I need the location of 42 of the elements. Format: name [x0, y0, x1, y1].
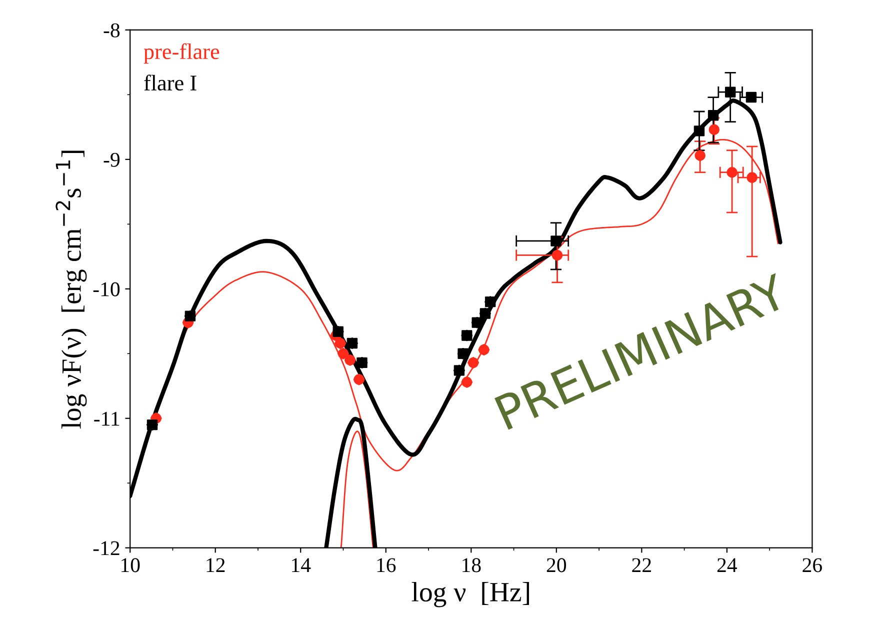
x-tick-label: 14 [292, 558, 311, 572]
y-tick-label: -12 [93, 541, 120, 556]
point [458, 348, 468, 359]
point [694, 126, 705, 136]
point [346, 338, 358, 349]
y-axis-title: log νF(ν) [erg cm$^{−2}$s$^{−1}$] [56, 150, 87, 429]
y-tick-label: -8 [104, 23, 120, 38]
y-tick-label: -11 [94, 412, 120, 426]
x-tick-label: 24 [717, 558, 738, 572]
x-tick-label: 10 [122, 558, 140, 572]
point [146, 419, 158, 430]
x-tick-label: 26 [802, 558, 822, 572]
point [708, 124, 720, 135]
text: flare I [144, 74, 196, 91]
point [746, 92, 757, 103]
point [454, 365, 465, 376]
point [332, 326, 344, 337]
point [468, 357, 479, 368]
point [708, 110, 719, 121]
point [462, 376, 472, 388]
point [462, 330, 472, 341]
point [746, 172, 758, 183]
point [550, 236, 562, 246]
y-tick-label: -9 [104, 152, 120, 167]
x-tick-label: 16 [377, 558, 396, 572]
point [478, 344, 490, 356]
x-tick-label: 12 [206, 558, 225, 572]
point [472, 317, 482, 328]
x-tick-label: 20 [546, 558, 566, 572]
x-tick-label: 22 [632, 558, 651, 572]
point [694, 150, 706, 161]
text: pre-flare [144, 43, 220, 64]
y-tick-label: -10 [93, 282, 120, 296]
point [480, 308, 491, 319]
point [724, 86, 736, 98]
point [184, 310, 196, 322]
x-axis-title: log ν [Hz] [412, 582, 529, 608]
point [356, 357, 368, 368]
point [552, 250, 563, 261]
point [354, 374, 364, 385]
x-tick-label: 18 [462, 558, 481, 572]
point [726, 167, 738, 178]
